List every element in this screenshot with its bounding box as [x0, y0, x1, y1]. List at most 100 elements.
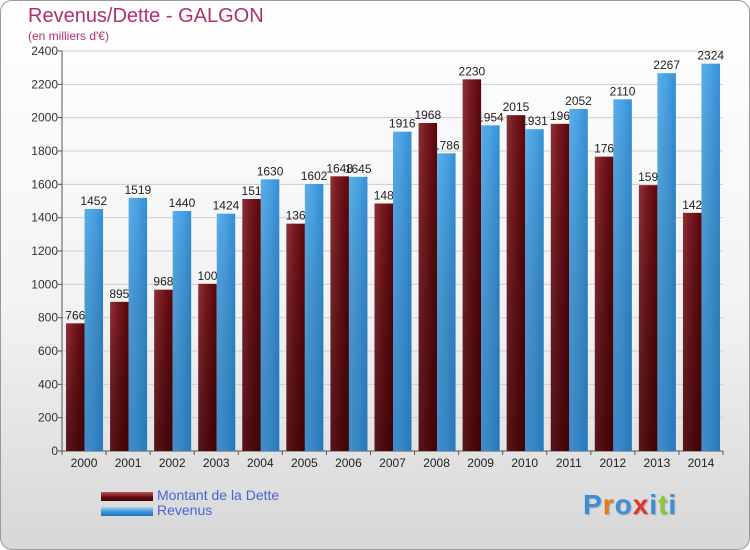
bar-revenus-shade: [437, 153, 456, 452]
logo-letter: i: [649, 489, 659, 520]
data-label-dette: 2015: [503, 100, 530, 114]
y-tick-label: 200: [38, 411, 58, 425]
data-label-revenus: 1630: [257, 164, 284, 178]
bar-dette-shade: [638, 185, 658, 451]
bar-dette-shade: [154, 289, 173, 451]
bar-revenus-shade: [128, 197, 148, 451]
data-label-dette: 895: [109, 287, 129, 301]
logo-letter: t: [658, 489, 669, 520]
y-tick-label: 1000: [31, 277, 58, 291]
data-label-dette: 968: [153, 275, 173, 289]
x-tick-label: 2003: [203, 456, 230, 470]
y-tick-label: 2000: [31, 111, 58, 125]
logo-letter: r: [602, 489, 615, 520]
data-label-dette: 176: [594, 142, 614, 156]
data-label-revenus: 2052: [565, 94, 592, 108]
bar-revenus-shade: [348, 176, 368, 452]
y-tick-label: 0: [51, 444, 58, 458]
x-tick-label: 2000: [71, 456, 98, 470]
y-tick-label: 1200: [31, 244, 58, 258]
data-label-dette: 1968: [414, 108, 441, 122]
data-label-revenus: 1645: [345, 162, 372, 176]
bar-dette-shade: [594, 156, 614, 451]
data-label-dette: 100: [197, 269, 217, 283]
data-label-revenus: 1954: [477, 110, 504, 124]
data-label-revenus: 2324: [697, 49, 724, 63]
data-label-revenus: 1452: [80, 194, 107, 208]
x-tick-label: 2008: [423, 456, 450, 470]
y-tick-label: 2200: [31, 77, 58, 91]
logo-letter: o: [614, 489, 633, 520]
data-label-dette: 159: [638, 170, 658, 184]
x-tick-label: 2005: [291, 456, 318, 470]
chart-title: Revenus/Dette - GALGON: [28, 5, 264, 27]
data-label-revenus: 2267: [653, 58, 680, 72]
bar-dette-shade: [286, 223, 305, 451]
bar-revenus-shade: [304, 184, 324, 451]
bar-dette-shade: [198, 283, 217, 451]
x-tick-label: 2002: [159, 456, 186, 470]
legend-label-dette: Montant de la Dette: [157, 487, 280, 503]
x-tick-label: 2014: [688, 456, 715, 470]
data-label-revenus: 2110: [610, 84, 636, 98]
bar-revenus-shade: [84, 209, 104, 451]
bar-dette-shade: [682, 212, 702, 451]
data-label-dette: 136: [286, 209, 306, 223]
y-tick-label: 800: [38, 311, 58, 325]
y-tick-label: 1800: [31, 144, 58, 158]
bar-revenus-shade: [260, 179, 280, 452]
logo-letter: P: [583, 489, 603, 520]
y-tick-label: 1600: [31, 177, 58, 191]
data-label-dette: 2230: [459, 64, 486, 78]
legend-swatch-dette: [101, 492, 153, 501]
data-label-dette: 766: [65, 308, 85, 322]
bar-revenus-shade: [172, 211, 192, 451]
x-tick-label: 2010: [511, 456, 538, 470]
data-label-dette: 196: [550, 109, 570, 123]
x-tick-label: 2006: [335, 456, 362, 470]
bar-dette-shade: [506, 115, 526, 452]
legend-label-revenus: Revenus: [157, 502, 213, 518]
x-tick-label: 2004: [247, 456, 274, 470]
x-tick-label: 2013: [644, 456, 671, 470]
bar-revenus-shade: [525, 129, 544, 451]
x-tick-label: 2007: [379, 456, 406, 470]
bar-dette-shade: [462, 79, 482, 451]
bar-revenus-shade: [701, 63, 720, 452]
x-tick-label: 2009: [467, 456, 494, 470]
data-label-dette: 142: [682, 198, 702, 212]
data-label-revenus: 1519: [124, 183, 151, 197]
bar-revenus-shade: [657, 73, 676, 452]
data-label-revenus: 1440: [169, 196, 196, 210]
data-label-dette: 148: [374, 189, 394, 203]
y-tick-label: 600: [38, 344, 58, 358]
chart-subtitle: (en milliers d'€): [28, 29, 109, 43]
bar-revenus-shade: [569, 109, 588, 451]
data-label-revenus: 1602: [301, 169, 328, 183]
y-tick-label: 400: [38, 377, 58, 391]
data-label-revenus: 1786: [433, 138, 460, 152]
logo-letter: x: [632, 489, 650, 520]
data-label-dette: 1648: [326, 161, 353, 175]
data-label-revenus: 1916: [389, 117, 416, 131]
bar-dette-shade: [418, 123, 438, 451]
legend-swatch-revenus: [101, 507, 153, 516]
bar-dette-shade: [66, 323, 85, 451]
proxiti-logo: Proxiti: [583, 489, 677, 521]
bar-dette-shade: [242, 199, 261, 451]
bar-dette-shade: [110, 301, 129, 451]
x-tick-label: 2012: [599, 456, 626, 470]
data-label-revenus: 1424: [213, 199, 240, 213]
bar-revenus-shade: [216, 213, 236, 451]
bar-dette-shade: [330, 176, 349, 452]
data-label-dette: 151: [242, 184, 262, 198]
y-tick-label: 1400: [31, 211, 58, 225]
bar-revenus-shade: [613, 99, 632, 451]
x-tick-label: 2001: [115, 456, 142, 470]
x-tick-label: 2011: [556, 456, 582, 470]
bar-dette-shade: [550, 123, 570, 451]
data-label-revenus: 1931: [521, 114, 548, 128]
bar-dette-shade: [374, 203, 393, 451]
